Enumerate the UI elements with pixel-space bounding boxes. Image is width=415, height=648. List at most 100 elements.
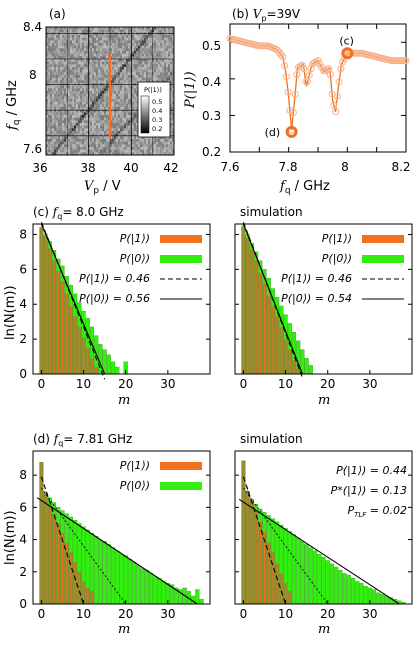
- heatmap-cell: [106, 45, 109, 49]
- series-point: [307, 65, 315, 73]
- heatmap-cell: [74, 125, 77, 129]
- heatmap-cell: [100, 59, 103, 62]
- heatmap-cell: [120, 104, 123, 108]
- heatmap-cell: [122, 112, 125, 116]
- heatmap-cell: [136, 53, 139, 57]
- heatmap-cell: [120, 75, 123, 78]
- heatmap-cell: [132, 64, 135, 68]
- heatmap-cell: [88, 93, 91, 97]
- heatmap-cell: [126, 35, 129, 38]
- heatmap-cell: [52, 128, 55, 132]
- heatmap-cell: [96, 133, 99, 137]
- heatmap-cell: [146, 144, 149, 148]
- heatmap-cell: [84, 56, 87, 60]
- heatmap-cell: [46, 43, 49, 46]
- heatmap-cell: [100, 147, 103, 150]
- bar-p0: [157, 578, 162, 604]
- heatmap-cell: [98, 109, 101, 113]
- heatmap-cell: [116, 29, 119, 33]
- heatmap-cell: [82, 141, 85, 145]
- heatmap-cell: [90, 45, 93, 49]
- heatmap-cell: [122, 144, 125, 148]
- heatmap-cell: [110, 53, 113, 57]
- heatmap-cell: [138, 43, 141, 46]
- heatmap-cell: [72, 69, 75, 73]
- y-tick: 2: [19, 332, 27, 346]
- heatmap-cell: [46, 35, 49, 38]
- heatmap-cell: [162, 27, 165, 30]
- bar-p0: [292, 534, 296, 604]
- heatmap-cell: [90, 27, 93, 30]
- bar-p1: [255, 510, 257, 604]
- heatmap-cell: [86, 109, 89, 113]
- heatmap-cell: [74, 115, 77, 118]
- heatmap-cell: [96, 117, 99, 121]
- heatmap-cell: [106, 109, 109, 113]
- heatmap-cell: [116, 101, 119, 105]
- heatmap-cell: [46, 147, 49, 150]
- heatmap-cell: [68, 120, 71, 124]
- heatmap-cell: [48, 43, 51, 46]
- heatmap-cell: [70, 72, 73, 76]
- heatmap-cell: [114, 75, 117, 78]
- heatmap-cell: [76, 48, 79, 52]
- heatmap-cell: [56, 53, 59, 57]
- heatmap-cell: [122, 37, 125, 41]
- heatmap-cell: [50, 29, 53, 33]
- heatmap-cell: [74, 43, 77, 46]
- heatmap-cell: [116, 48, 119, 52]
- heatmap-cell: [72, 147, 75, 150]
- heatmap-cell: [110, 27, 113, 30]
- heatmap-cell: [152, 51, 155, 54]
- heatmap-cell: [92, 149, 95, 153]
- heatmap-cell: [90, 72, 93, 76]
- heatmap-cell: [164, 136, 167, 140]
- heatmap-cell: [50, 64, 53, 68]
- heatmap-cell: [172, 91, 175, 94]
- heatmap-cell: [98, 115, 101, 118]
- heatmap-cell: [126, 128, 129, 132]
- heatmap-cell: [96, 128, 99, 132]
- heatmap-cell: [162, 152, 165, 156]
- heatmap-cell: [138, 29, 141, 33]
- heatmap-cell: [134, 48, 137, 52]
- heatmap-cell: [86, 152, 89, 156]
- bar-p0: [296, 340, 301, 374]
- heatmap-cell: [68, 91, 71, 94]
- heatmap-cell: [160, 37, 163, 41]
- heatmap-cell: [118, 152, 121, 156]
- bar-p0: [149, 573, 153, 604]
- heatmap-cell: [50, 91, 53, 94]
- heatmap-cell: [122, 133, 125, 137]
- heatmap-cell: [54, 59, 57, 62]
- heatmap-cell: [52, 93, 55, 97]
- heatmap-cell: [94, 101, 97, 105]
- heatmap-cell: [128, 139, 131, 142]
- heatmap-cell: [136, 51, 139, 54]
- heatmap-cell: [170, 75, 173, 78]
- heatmap-cell: [54, 69, 57, 73]
- heatmap-cell: [86, 64, 89, 68]
- heatmap-cell: [128, 32, 131, 36]
- heatmap-cell: [94, 37, 97, 41]
- heatmap-cell: [142, 61, 145, 65]
- heatmap-cell: [118, 45, 121, 49]
- heatmap-cell: [164, 37, 167, 41]
- heatmap-cell: [152, 144, 155, 148]
- heatmap-cell: [68, 115, 71, 118]
- heatmap-cell: [158, 72, 161, 76]
- heatmap-cell: [148, 48, 151, 52]
- heatmap-cell: [106, 61, 109, 65]
- heatmap-cell: [102, 152, 105, 156]
- heatmap-cell: [102, 109, 105, 113]
- heatmap-cell: [72, 93, 75, 97]
- heatmap-cell: [148, 136, 151, 140]
- heatmap-cell: [46, 152, 49, 156]
- heatmap-cell: [170, 69, 173, 73]
- heatmap-cell: [134, 93, 137, 97]
- heatmap-cell: [48, 59, 51, 62]
- x-tick: 20: [118, 377, 133, 391]
- heatmap-cell: [104, 99, 107, 102]
- heatmap-cell: [70, 48, 73, 52]
- heatmap-cell: [124, 99, 127, 102]
